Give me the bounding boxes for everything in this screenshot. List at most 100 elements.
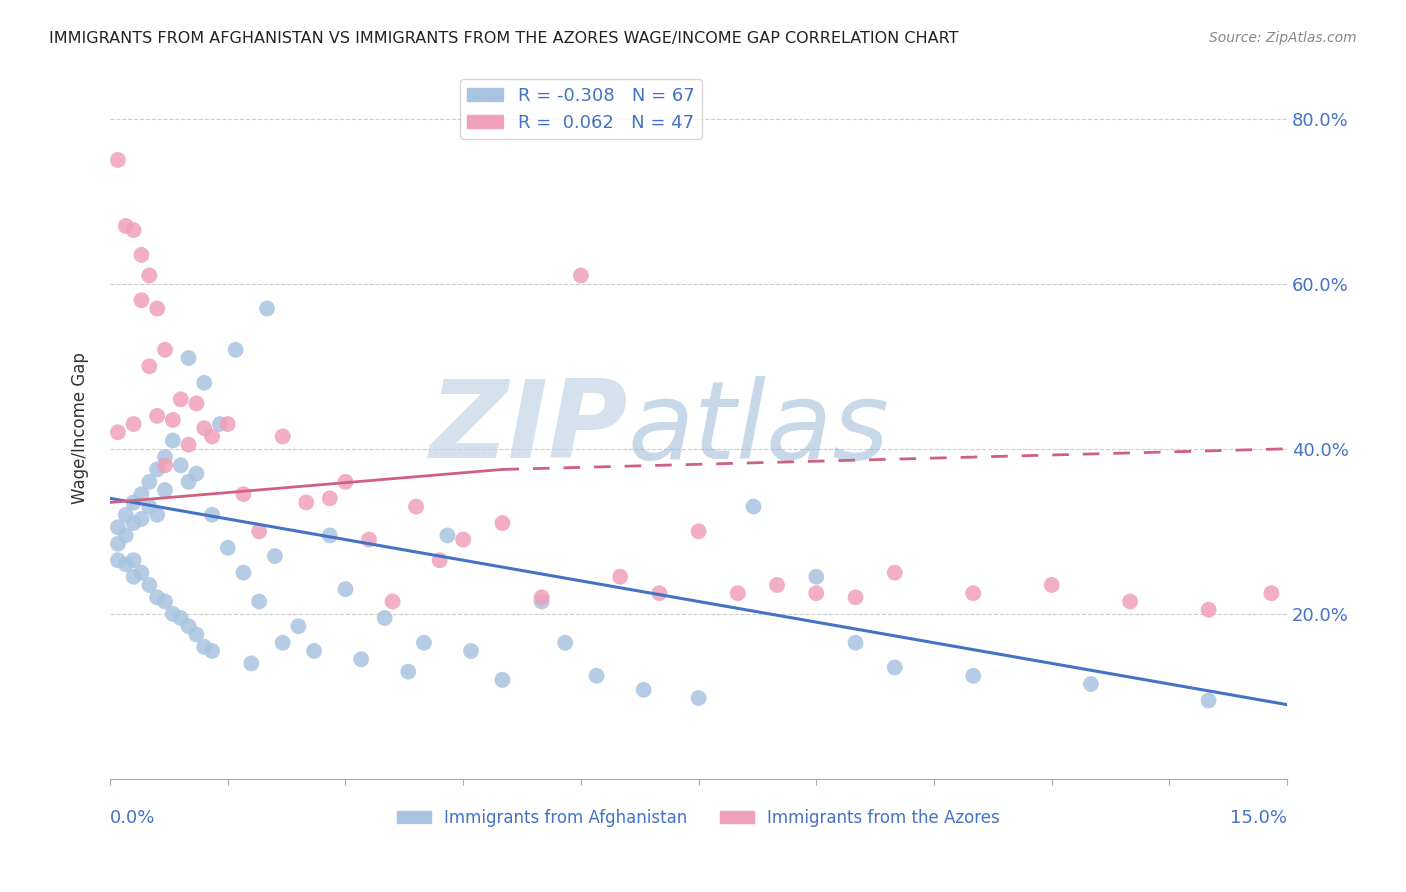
Point bbox=[962, 669, 984, 683]
Point bbox=[177, 438, 200, 452]
Point bbox=[429, 553, 451, 567]
Point bbox=[162, 434, 184, 448]
Point bbox=[1080, 677, 1102, 691]
Point bbox=[413, 636, 436, 650]
Point bbox=[122, 570, 145, 584]
Point bbox=[170, 611, 193, 625]
Point bbox=[962, 586, 984, 600]
Point bbox=[530, 591, 553, 605]
Point bbox=[114, 528, 136, 542]
Point bbox=[131, 487, 153, 501]
Point bbox=[208, 417, 231, 431]
Point bbox=[451, 533, 474, 547]
Point bbox=[688, 691, 710, 706]
Point bbox=[153, 594, 176, 608]
Point bbox=[170, 458, 193, 473]
Text: Source: ZipAtlas.com: Source: ZipAtlas.com bbox=[1209, 31, 1357, 45]
Point bbox=[217, 417, 239, 431]
Point bbox=[138, 578, 160, 592]
Point bbox=[806, 570, 828, 584]
Point bbox=[122, 495, 145, 509]
Point bbox=[114, 558, 136, 572]
Point bbox=[131, 248, 153, 262]
Point bbox=[381, 594, 404, 608]
Point bbox=[569, 268, 592, 283]
Point bbox=[138, 500, 160, 514]
Point bbox=[883, 566, 905, 580]
Point bbox=[153, 458, 176, 473]
Point bbox=[247, 594, 270, 608]
Point bbox=[193, 640, 215, 654]
Point bbox=[405, 500, 427, 514]
Point bbox=[146, 591, 169, 605]
Point bbox=[844, 591, 866, 605]
Point bbox=[1198, 693, 1220, 707]
Point bbox=[1119, 594, 1142, 608]
Point bbox=[201, 429, 224, 443]
Point bbox=[688, 524, 710, 539]
Point bbox=[609, 570, 631, 584]
Point bbox=[193, 421, 215, 435]
Point bbox=[350, 652, 373, 666]
Point bbox=[319, 491, 342, 506]
Point bbox=[146, 301, 169, 316]
Point bbox=[122, 516, 145, 530]
Point bbox=[146, 508, 169, 522]
Point bbox=[153, 483, 176, 497]
Point bbox=[357, 533, 380, 547]
Text: ZIP: ZIP bbox=[430, 376, 628, 481]
Point bbox=[153, 450, 176, 464]
Point bbox=[1260, 586, 1282, 600]
Point bbox=[177, 351, 200, 365]
Point bbox=[107, 425, 129, 440]
Point bbox=[335, 582, 357, 596]
Point bbox=[107, 553, 129, 567]
Point bbox=[530, 594, 553, 608]
Point bbox=[186, 627, 208, 641]
Point bbox=[138, 268, 160, 283]
Point bbox=[217, 541, 239, 555]
Point bbox=[648, 586, 671, 600]
Point bbox=[138, 359, 160, 374]
Point bbox=[633, 682, 655, 697]
Point bbox=[138, 475, 160, 489]
Point bbox=[131, 566, 153, 580]
Text: IMMIGRANTS FROM AFGHANISTAN VS IMMIGRANTS FROM THE AZORES WAGE/INCOME GAP CORREL: IMMIGRANTS FROM AFGHANISTAN VS IMMIGRANT… bbox=[49, 31, 959, 46]
Point bbox=[162, 607, 184, 621]
Point bbox=[271, 636, 294, 650]
Point bbox=[844, 636, 866, 650]
Text: atlas: atlas bbox=[628, 376, 890, 481]
Point bbox=[585, 669, 607, 683]
Point bbox=[122, 553, 145, 567]
Point bbox=[766, 578, 789, 592]
Point bbox=[263, 549, 285, 563]
Point bbox=[122, 417, 145, 431]
Point bbox=[170, 392, 193, 407]
Point bbox=[436, 528, 458, 542]
Point bbox=[1040, 578, 1063, 592]
Point bbox=[302, 644, 325, 658]
Point bbox=[193, 376, 215, 390]
Point bbox=[247, 524, 270, 539]
Point bbox=[1198, 603, 1220, 617]
Y-axis label: Wage/Income Gap: Wage/Income Gap bbox=[72, 352, 89, 504]
Point bbox=[287, 619, 309, 633]
Point bbox=[107, 153, 129, 167]
Point bbox=[153, 343, 176, 357]
Point bbox=[146, 409, 169, 423]
Point bbox=[107, 537, 129, 551]
Point bbox=[201, 508, 224, 522]
Point bbox=[131, 512, 153, 526]
Point bbox=[554, 636, 576, 650]
Point bbox=[319, 528, 342, 542]
Point bbox=[240, 657, 263, 671]
Point bbox=[107, 520, 129, 534]
Point bbox=[201, 644, 224, 658]
Point bbox=[727, 586, 749, 600]
Point bbox=[114, 508, 136, 522]
Point bbox=[460, 644, 482, 658]
Point bbox=[491, 516, 513, 530]
Point bbox=[177, 619, 200, 633]
Point bbox=[122, 223, 145, 237]
Point bbox=[186, 467, 208, 481]
